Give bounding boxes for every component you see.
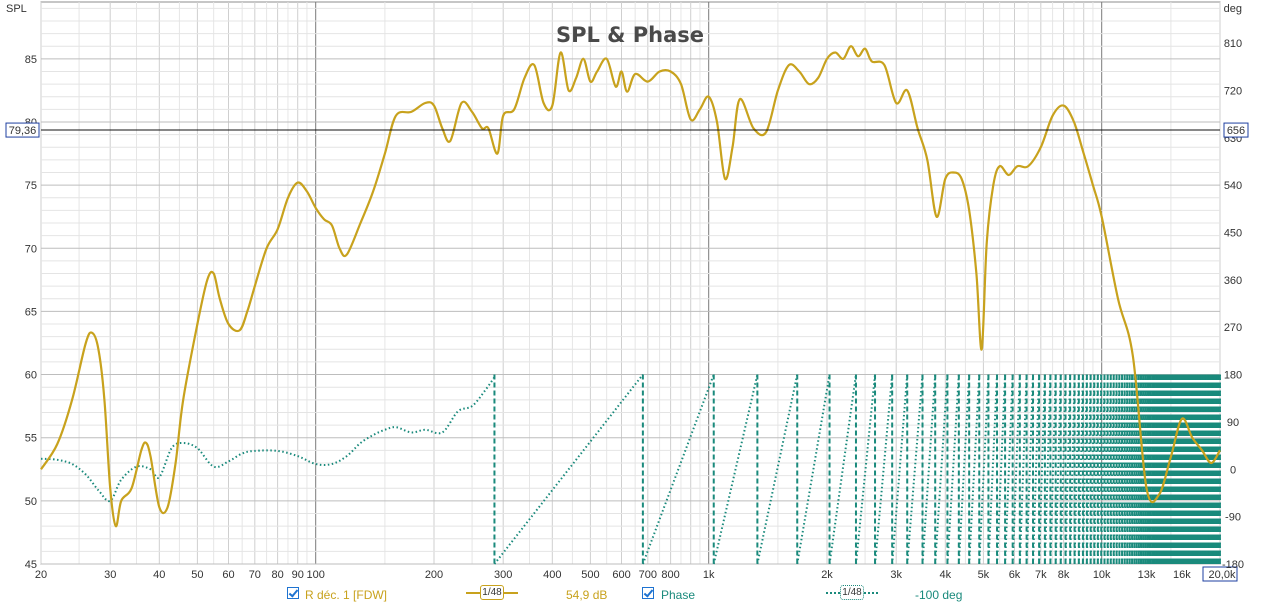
spl-line — [40, 45, 1221, 528]
x-tick-label: 100 — [307, 569, 325, 581]
right-tick-label: -180 — [1222, 559, 1244, 571]
x-tick-label: 60 — [222, 569, 234, 581]
series1-checkbox[interactable] — [287, 587, 299, 599]
phase-ramp — [493, 373, 644, 565]
x-tick-label: 3k — [890, 569, 902, 581]
phase-ramp — [996, 374, 1007, 565]
x-tick-label: 700 — [639, 569, 657, 581]
series2-value: -100 deg — [915, 588, 963, 602]
left-tick-label: 65 — [25, 306, 37, 318]
cursor-spl-box — [5, 122, 40, 138]
x-tick-label: 16k — [1173, 569, 1191, 581]
phase-ramp — [891, 374, 909, 565]
right-tick-label: 180 — [1224, 370, 1242, 382]
x-tick-label: 7k — [1035, 569, 1047, 581]
cursor-deg-label: 656 — [1227, 125, 1245, 137]
cursor-deg-box — [1223, 122, 1249, 138]
series-layer — [40, 45, 1221, 565]
left-tick-label: 85 — [25, 54, 37, 66]
right-tick-label: 810 — [1224, 38, 1242, 50]
phase-ramp — [946, 374, 960, 565]
phase-line — [40, 376, 496, 503]
left-axis-label: SPL — [6, 3, 27, 15]
x-tick-label: 2k — [821, 569, 833, 581]
x-tick-label: 300 — [494, 569, 512, 581]
x-axis-ticks: 20 30 40 50 60 70 80 90 100 200 300 400 500 600 700 800… — [35, 566, 1238, 582]
phase-ramp — [987, 374, 999, 565]
x-tick-label: 70 — [249, 569, 261, 581]
series2-smoothing-label: 1/48 — [840, 585, 864, 600]
x-tick-label: 20,0k — [1209, 569, 1236, 581]
right-tick-label: 90 — [1227, 417, 1239, 429]
right-tick-label: 360 — [1224, 275, 1242, 287]
phase-ramp — [1018, 374, 1028, 565]
phase-ramp — [874, 374, 894, 565]
x-tick-label: 200 — [425, 569, 443, 581]
phase-ramp — [796, 374, 831, 565]
phase-ramp — [957, 374, 971, 565]
legend: R déc. 1 [FDW] 1/48 54,9 dB Phase 1/48 -… — [0, 584, 1273, 606]
x-tick-label: 20 — [35, 569, 47, 581]
series1-smoothing-label: 1/48 — [480, 585, 504, 600]
x-tick-label: 80 — [271, 569, 283, 581]
left-tick-label: 70 — [25, 243, 37, 255]
x-tick-label: 40 — [153, 569, 165, 581]
cursor-layer: 79,36 656 — [5, 122, 1249, 138]
x-tick-label: 800 — [661, 569, 679, 581]
phase-ramp — [1004, 374, 1014, 565]
x-tick-label: 500 — [581, 569, 599, 581]
x-tick-label: 1k — [703, 569, 715, 581]
phase-ramp — [968, 374, 981, 565]
spl-phase-chart: 20 30 40 50 60 70 80 90 100 200 300 400 500 600 700 800… — [5, 1, 1249, 582]
phase-ramp — [641, 374, 715, 565]
x-tick-label: 4k — [939, 569, 951, 581]
x-tick-label: 10k — [1093, 569, 1111, 581]
phase-ramp — [828, 374, 857, 565]
x-cursor-box — [1202, 566, 1238, 582]
x-tick-label: 13k — [1138, 569, 1156, 581]
left-tick-label: 55 — [25, 433, 37, 445]
left-tick-label: 45 — [25, 559, 37, 571]
left-tick-label: 50 — [25, 496, 37, 508]
x-tick-label: 30 — [104, 569, 116, 581]
left-tick-label: 75 — [25, 180, 37, 192]
x-tick-label: 8k — [1058, 569, 1070, 581]
phase-ramp — [921, 374, 937, 565]
x-tick-label: 90 — [292, 569, 304, 581]
phase-ramp — [906, 374, 924, 565]
right-tick-label: 0 — [1230, 464, 1236, 476]
cursor-spl-label: 79,36 — [9, 125, 37, 137]
x-tick-label: 400 — [543, 569, 561, 581]
series2-checkbox[interactable] — [642, 587, 654, 599]
series1-name[interactable]: R déc. 1 [FDW] — [305, 588, 388, 602]
right-tick-label: -90 — [1225, 512, 1241, 524]
phase-ramp — [756, 374, 799, 565]
right-tick-label: 450 — [1224, 227, 1242, 239]
x-tick-label: 5k — [978, 569, 990, 581]
chart-title: SPL & Phase — [556, 23, 704, 47]
right-tick-label: 270 — [1224, 322, 1242, 334]
right-tick-label: 720 — [1224, 85, 1242, 97]
right-axis-label: deg — [1224, 3, 1242, 15]
phase-ramp — [712, 374, 759, 565]
left-tick-label: 60 — [25, 370, 37, 382]
series2-name[interactable]: Phase — [661, 588, 696, 602]
series1-value: 54,9 dB — [566, 588, 608, 602]
x-tick-label: 50 — [191, 569, 203, 581]
right-tick-label: 540 — [1224, 180, 1242, 192]
x-tick-label: 600 — [612, 569, 630, 581]
phase-ramp — [1011, 374, 1021, 565]
x-tick-label: 6k — [1009, 569, 1021, 581]
